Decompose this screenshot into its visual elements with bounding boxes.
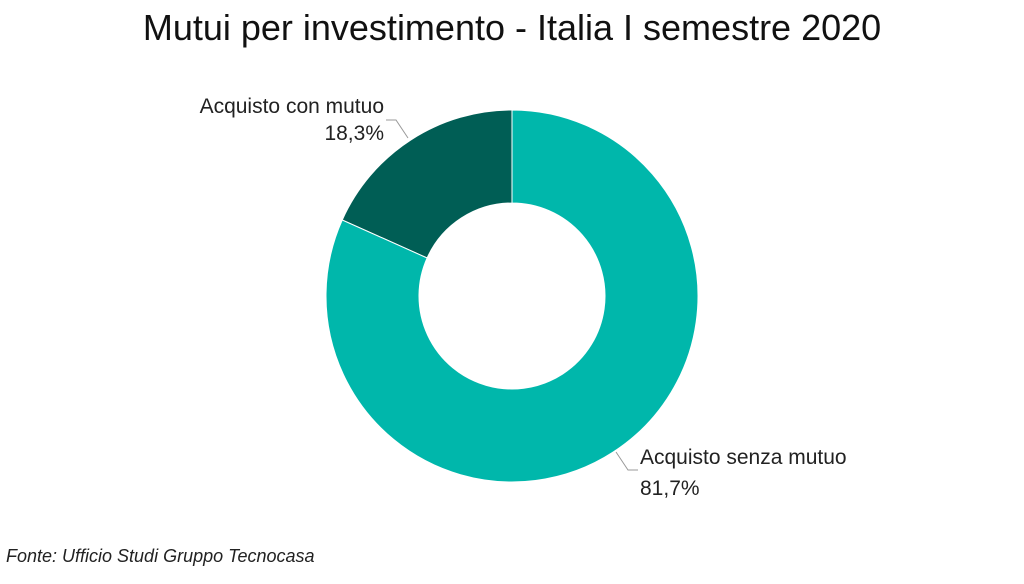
source-note: Fonte: Ufficio Studi Gruppo Tecnocasa [6, 546, 315, 566]
slice-category-label: Acquisto senza mutuo [640, 446, 847, 469]
leader-line-1 [615, 451, 638, 471]
donut-slice-con-mutuo [341, 109, 513, 259]
slice-category-label: Acquisto con mutuo [200, 95, 384, 118]
chart-title: Mutui per investimento - Italia I semest… [142, 7, 882, 48]
donut-slice-senza-mutuo [325, 109, 699, 483]
leader-lines [386, 119, 638, 471]
slice-value-label: 18,3% [324, 122, 384, 145]
leader-line-0 [386, 119, 409, 139]
slice-label-senza-mutuo: Acquisto senza mutuo 81,7% [640, 446, 847, 500]
slice-label-con-mutuo: Acquisto con mutuo 18,3% [200, 95, 384, 145]
donut-slices [325, 109, 699, 483]
slice-value-label: 81,7% [640, 477, 700, 500]
